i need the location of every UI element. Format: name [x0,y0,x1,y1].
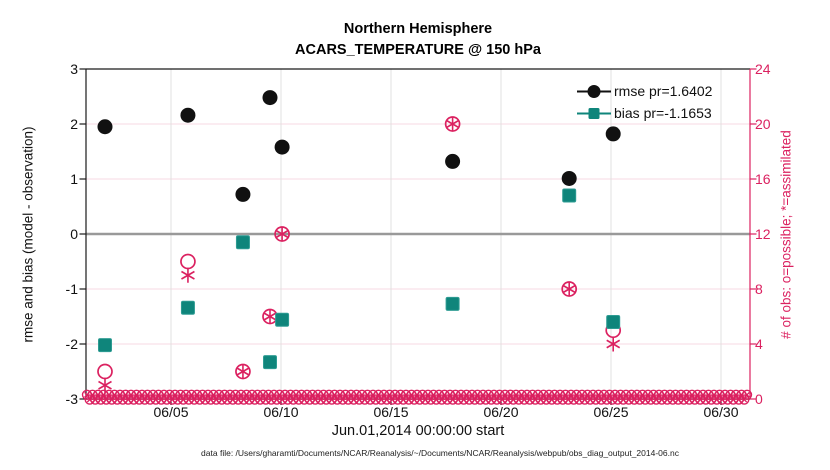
rmse-marker [561,170,577,186]
y-right-tick-label: 0 [755,391,763,407]
x-tick-label: 06/25 [593,404,629,420]
rmse-series [97,90,621,202]
y-left-tick-label: -2 [65,336,78,352]
legend-item-bias: bias pr=-1.1653 [576,102,712,124]
zero-obs-row [81,389,753,405]
assimilated-marker [562,281,577,297]
y-axis-label-left: rmse and bias (model - observation) [20,126,36,343]
x-tick-label: 06/15 [373,404,409,420]
x-tick-label: 06/10 [263,404,299,420]
bias-marker [180,300,195,315]
legend-item-rmse: rmse pr=1.6402 [576,80,712,102]
rmse-marker [605,126,621,142]
y-right-tick-label: 8 [755,281,763,297]
bias-marker [263,355,277,370]
rmse-marker [445,153,461,169]
x-axis-label: Jun.01,2014 00:00:00 start [331,423,505,439]
y-left-tick-label: -3 [65,391,78,407]
y-left-tick-label: 1 [70,171,78,187]
rmse-marker [97,119,113,135]
rmse-marker [274,139,290,155]
bias-marker [562,188,577,203]
legend-label-bias: bias pr=-1.1653 [614,105,712,121]
possible-marker [180,253,196,270]
rmse-legend-marker-icon [577,84,611,98]
bias-marker [606,315,621,329]
y-left-tick-label: 3 [70,61,78,77]
assimilated-marker [275,226,289,242]
y-right-tick-label: 20 [755,116,771,132]
assimilated-marker [236,364,250,379]
rmse-marker [262,90,278,106]
bias-marker [445,296,460,311]
y-left-tick-label: 2 [70,116,78,132]
x-tick-label: 06/30 [703,404,739,420]
possible-marker [97,363,113,380]
bias-series [98,188,621,370]
assimilated-marker [445,116,460,132]
y-right-tick-label: 24 [755,61,771,77]
assimilated-marker [606,336,621,352]
y-left-tick-label: -1 [65,281,78,297]
assimilated-marker [98,377,112,393]
data-file-caption: data file: /Users/gharamti/Documents/NCA… [201,448,679,458]
x-tick-label: 06/05 [153,404,189,420]
bias-marker [235,235,250,250]
legend-label-rmse: rmse pr=1.6402 [614,83,713,99]
bias-legend-marker-icon [577,107,611,119]
y-right-tick-label: 16 [755,171,771,187]
y-left-tick-label: 0 [70,226,78,242]
bias-marker [98,338,112,353]
x-tick-label: 06/20 [483,404,519,420]
chart-title: Northern Hemisphere [343,21,493,37]
chart-title-block: Northern Hemisphere ACARS_TEMPERATURE @ … [86,19,750,61]
chart-subtitle: ACARS_TEMPERATURE @ 150 hPa [295,42,541,58]
legend: rmse pr=1.6402 bias pr=-1.1653 [576,80,712,124]
assimilated-marker [263,309,277,324]
assimilated-marker [181,267,195,283]
y-right-tick-label: 4 [755,336,763,352]
y-right-tick-label: 12 [755,226,771,242]
obs-count-series [97,116,622,393]
rmse-marker [180,107,196,123]
rmse-marker [235,186,251,202]
bias-marker [275,312,290,327]
